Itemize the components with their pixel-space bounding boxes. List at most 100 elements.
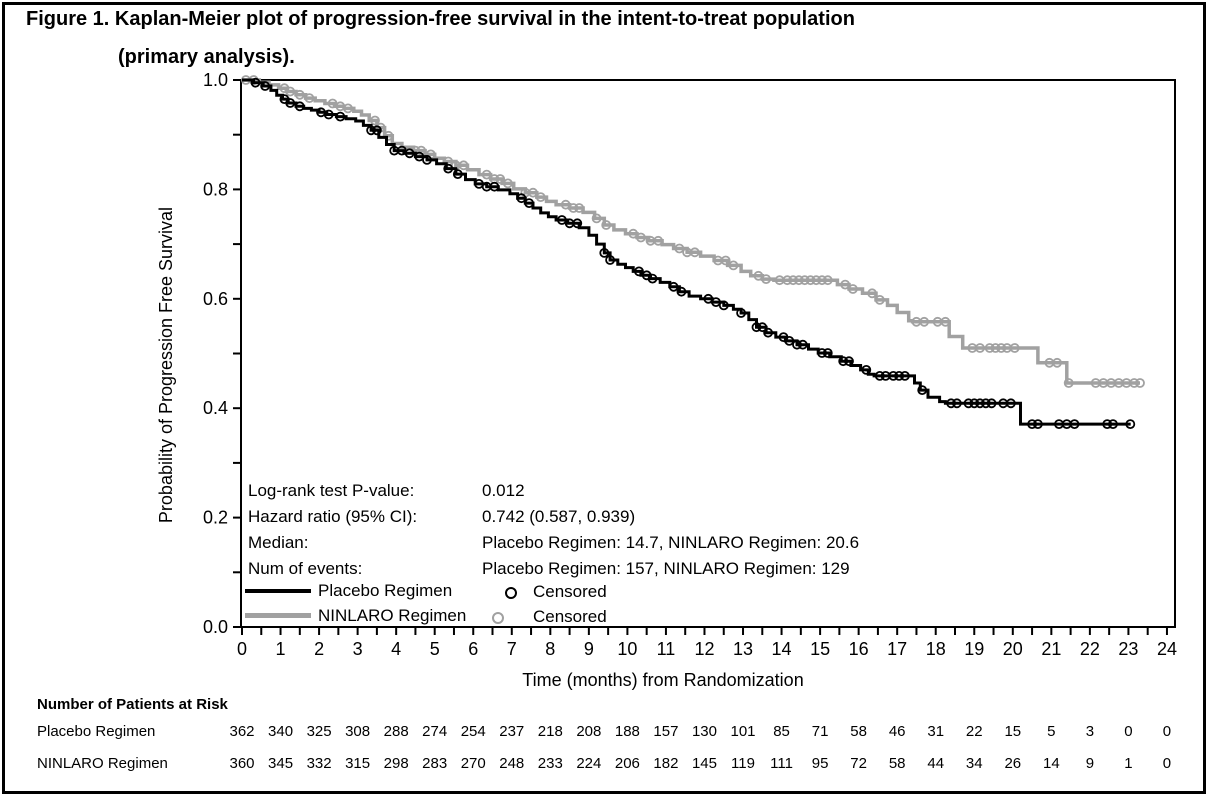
at-risk-count: 345 [268,755,294,772]
svg-text:16: 16 [849,639,869,659]
at-risk-count: 0 [1124,723,1133,740]
svg-text:0.4: 0.4 [203,398,228,418]
at-risk-count: 248 [499,755,525,772]
legend-censored-ninlaro: Censored [533,607,607,626]
at-risk-count: 332 [306,755,332,772]
svg-text:1.0: 1.0 [203,70,228,90]
at-risk-count: 46 [888,723,906,740]
at-risk-count: 119 [731,755,755,772]
at-risk-count: 34 [965,755,983,772]
at-risk-count: 254 [460,723,486,740]
at-risk-count: 208 [576,723,602,740]
logrank-value: 0.012 [482,481,525,500]
at-risk-count: 85 [773,723,790,740]
hazard-ratio-label: Hazard ratio (95% CI): [248,507,418,526]
svg-text:2: 2 [314,639,324,659]
censored-marker-icon [505,587,517,599]
at-risk-row-label-placebo: Placebo Regimen [37,723,156,740]
svg-text:20: 20 [1003,639,1023,659]
curve-ninlaro [242,78,1140,385]
axis-tick-labels: 0.00.20.40.60.81.00 1 2 3 4 5 6 7 8 9 10 11 12 13 14 15… [203,70,1177,659]
survival-curves [240,75,1145,430]
x-axis-title: Time (months) from Randomization [522,670,803,690]
at-risk-count: 15 [1004,723,1022,740]
at-risk-count: 206 [614,755,640,772]
at-risk-count: 9 [1085,755,1095,772]
at-risk-count: 31 [927,723,945,740]
svg-text:18: 18 [926,639,946,659]
censor-marks-ninlaro [240,75,1145,388]
ninlaro-line-swatch [245,613,311,618]
hazard-ratio-value: 0.742 (0.587, 0.939) [482,507,636,526]
svg-text:0: 0 [237,639,247,659]
svg-text:21: 21 [1041,639,1061,659]
median-value: Placebo Regimen: 14.7, NINLARO Regimen: … [482,533,860,552]
svg-text:4: 4 [391,639,401,659]
at-risk-count: 14 [1042,755,1060,772]
svg-text:15: 15 [810,639,830,659]
legend-label-placebo: Placebo Regimen [318,581,453,600]
svg-text:19: 19 [964,639,984,659]
at-risk-count: 362 [229,723,255,740]
svg-text:23: 23 [1118,639,1138,659]
svg-text:22: 22 [1080,639,1100,659]
legend-censored-placebo: Censored [533,582,607,601]
at-risk-count: 224 [576,755,602,772]
at-risk-count: 101 [730,723,756,740]
svg-text:14: 14 [772,639,792,659]
censor-marks-placebo [250,77,1136,430]
at-risk-count: 308 [345,723,371,740]
at-risk-count: 44 [927,755,945,772]
at-risk-count: 298 [383,755,409,772]
at-risk-count: 157 [653,723,679,740]
at-risk-count: 111 [770,755,793,772]
at-risk-header: Number of Patients at Risk [37,696,228,713]
at-risk-count: 0 [1162,755,1172,772]
figure-title-line2: (primary analysis). [118,46,295,68]
at-risk-count: 270 [460,755,486,772]
at-risk-count: 233 [537,755,563,772]
axis-ticks [233,79,1168,635]
svg-text:0.6: 0.6 [203,289,228,309]
at-risk-count: 72 [850,755,867,772]
censored-marker-icon [492,612,504,624]
at-risk-count: 5 [1047,723,1056,740]
svg-text:24: 24 [1157,639,1177,659]
at-risk-count: 218 [537,723,563,740]
placebo-line-swatch [245,589,311,593]
at-risk-count: 130 [691,723,717,740]
svg-text:0.0: 0.0 [203,617,228,637]
at-risk-count: 315 [345,755,371,772]
svg-text:9: 9 [584,639,594,659]
y-axis-title: Probability of Progression Free Survival [156,207,176,523]
logrank-label: Log-rank test P-value: [248,481,415,500]
at-risk-count: 360 [229,755,255,772]
svg-text:12: 12 [694,639,714,659]
at-risk-count: 22 [965,723,983,740]
events-value: Placebo Regimen: 157, NINLARO Regimen: 1… [482,559,850,578]
at-risk-count: 145 [691,755,717,772]
svg-text:3: 3 [353,639,363,659]
at-risk-count: 1 [1124,755,1133,772]
at-risk-row-label-ninlaro: NINLARO Regimen [37,755,168,772]
legend-label-ninlaro: NINLARO Regimen [318,606,467,625]
at-risk-count: 325 [306,723,332,740]
at-risk-count: 340 [268,723,294,740]
svg-text:13: 13 [733,639,753,659]
at-risk-count: 188 [614,723,640,740]
at-risk-count: 58 [850,723,867,740]
at-risk-count: 288 [383,723,409,740]
at-risk-count: 274 [422,723,448,740]
svg-text:7: 7 [507,639,517,659]
at-risk-count: 3 [1085,723,1095,740]
at-risk-count: 58 [888,755,906,772]
at-risk-count: 71 [811,723,829,740]
svg-text:1: 1 [276,639,286,659]
at-risk-count: 26 [1004,755,1022,772]
at-risk-count: 182 [653,755,679,772]
svg-text:10: 10 [617,639,637,659]
events-label: Num of events: [248,559,363,578]
